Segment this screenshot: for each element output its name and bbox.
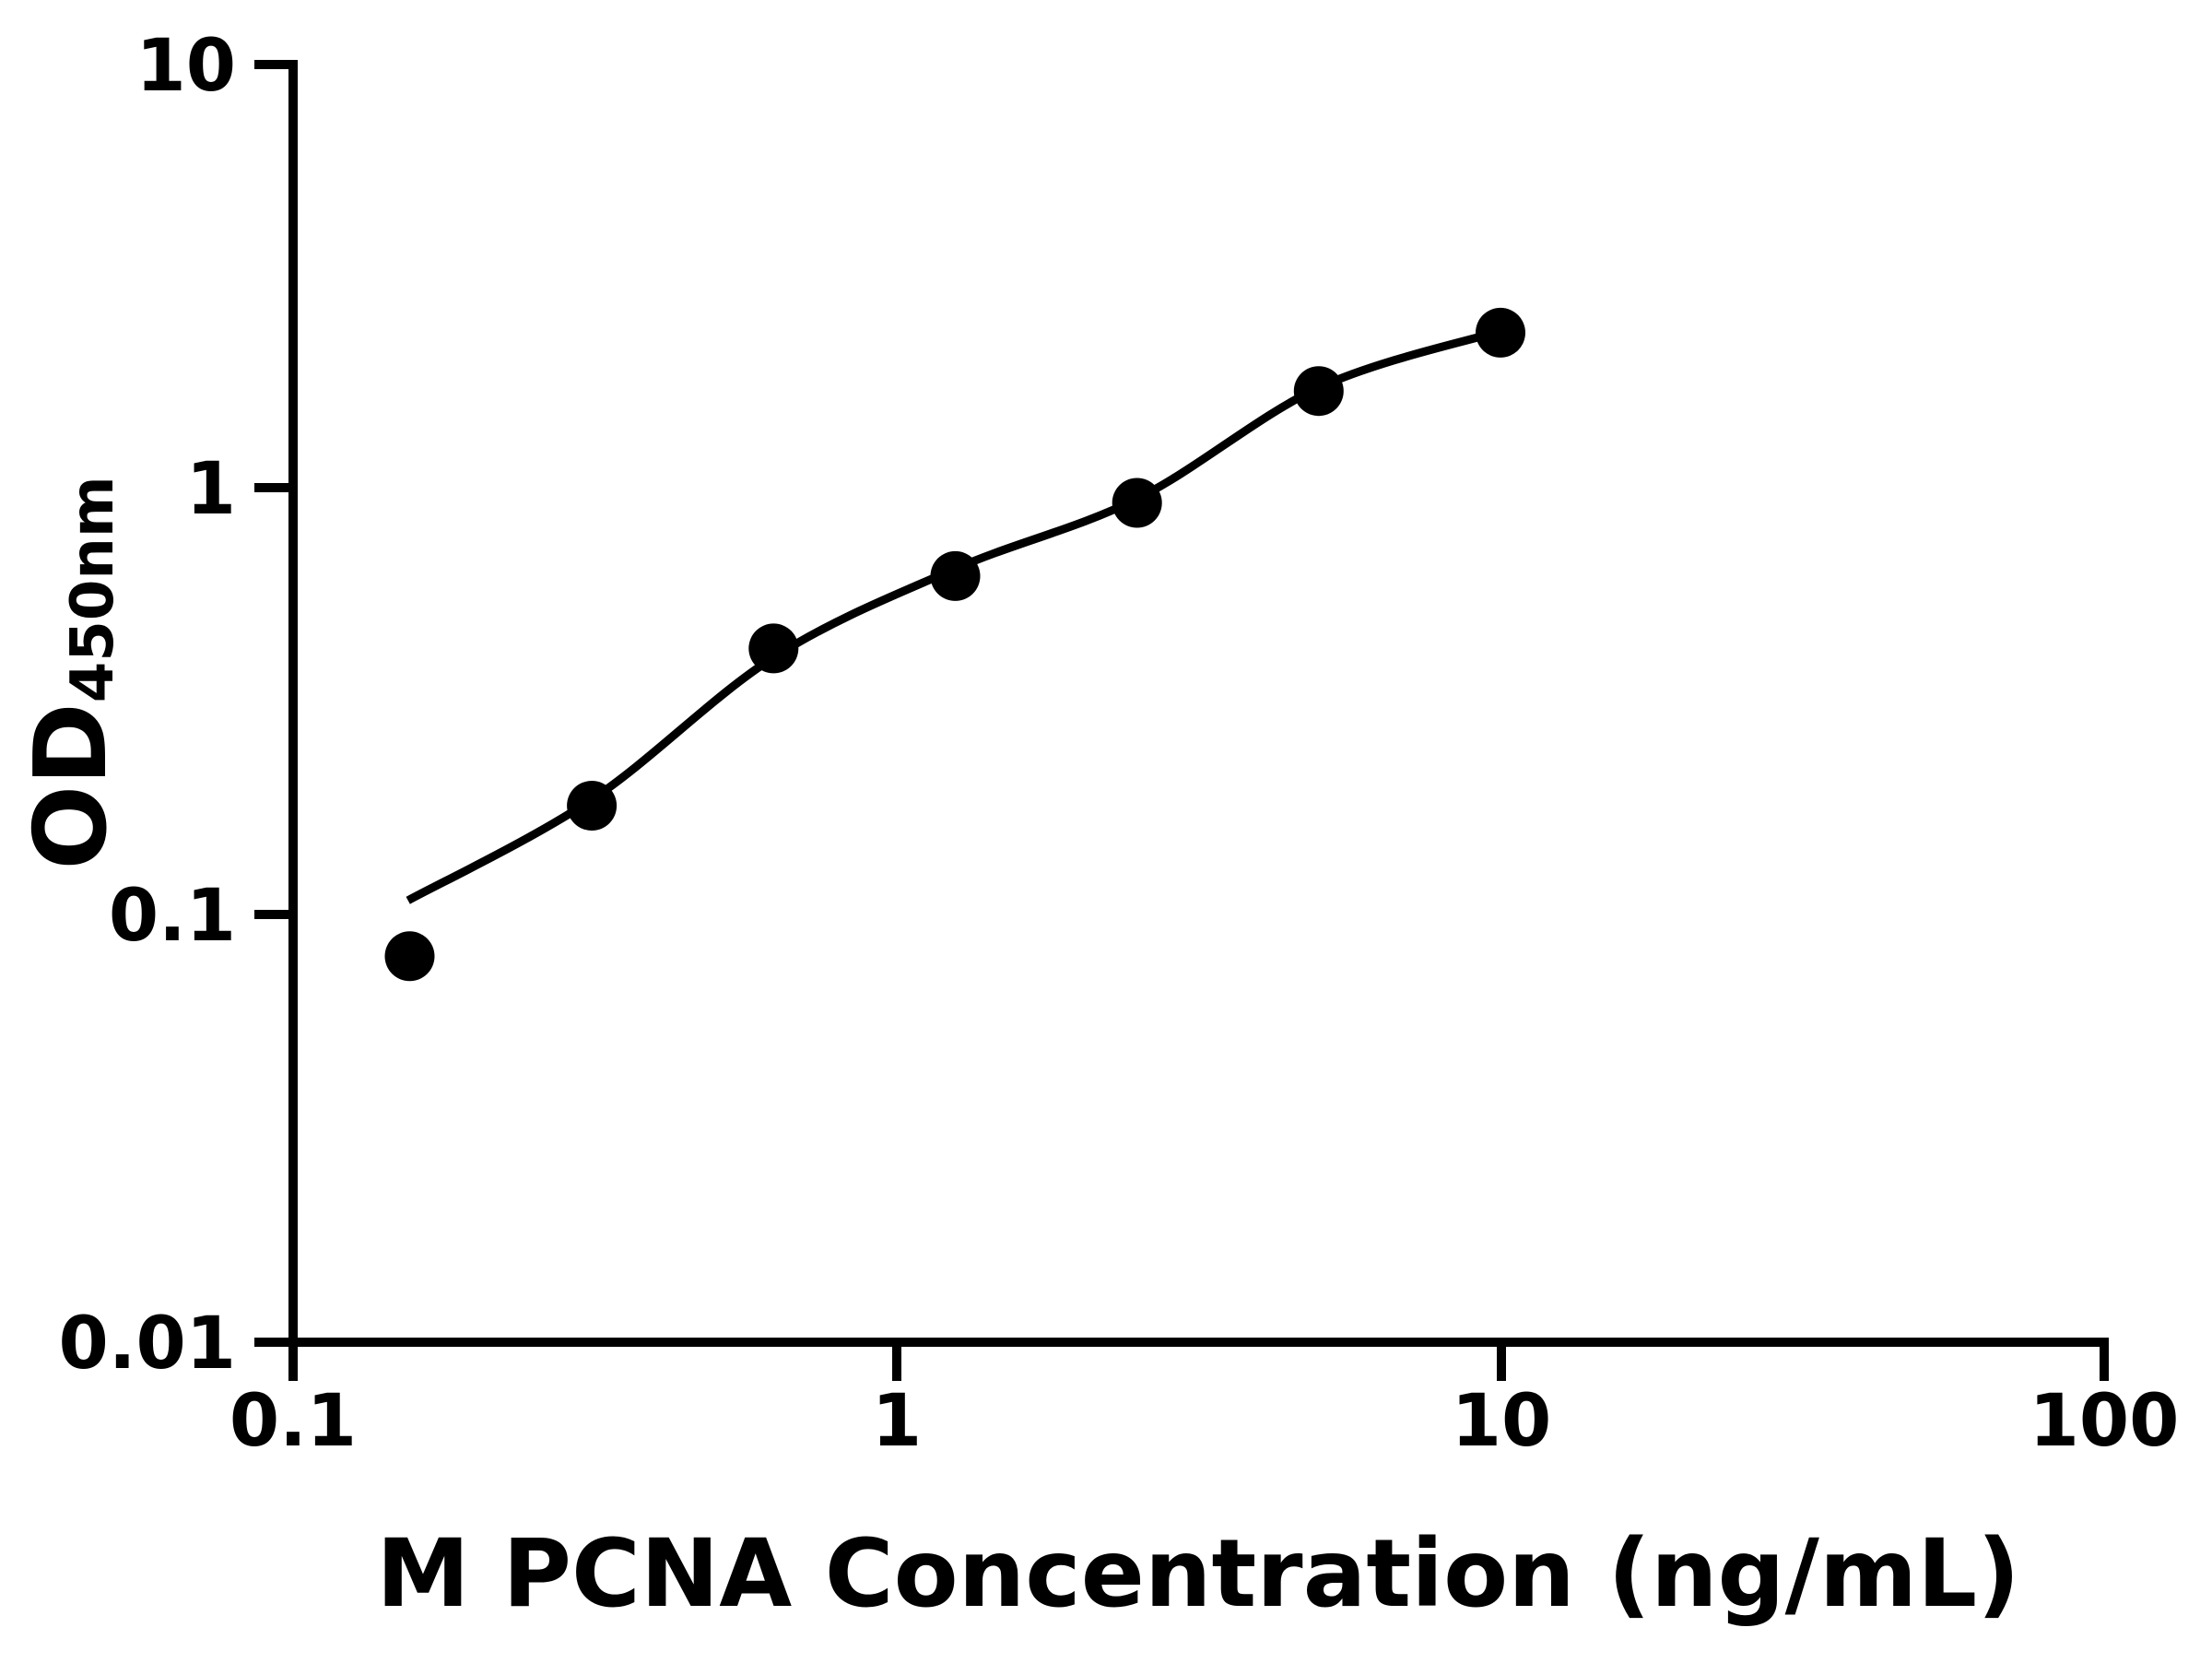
x-tick-labels: 0.1 1 10 100 — [229, 1380, 2180, 1463]
y-tick-label: 10 — [135, 25, 236, 108]
y-axis-title-subscript: 450nm — [59, 476, 127, 702]
y-tick-labels: 10 1 0.1 0.01 — [59, 25, 236, 1386]
data-point — [1112, 478, 1162, 528]
data-point — [930, 550, 981, 601]
x-tick-marks — [288, 1342, 2109, 1381]
y-tick-marks — [254, 60, 288, 1347]
x-axis-title: M PCNA Concentration (ng/mL) — [376, 1519, 2019, 1629]
x-tick-label: 100 — [2030, 1380, 2180, 1463]
y-tick-label: 0.1 — [109, 875, 236, 958]
x-tick-label: 0.1 — [229, 1380, 357, 1463]
y-tick-label: 0.01 — [59, 1303, 236, 1386]
data-point — [567, 781, 618, 831]
data-point — [1293, 366, 1344, 417]
data-point — [384, 931, 435, 982]
x-tick-label: 1 — [872, 1380, 922, 1463]
data-points — [384, 307, 1525, 982]
y-axis-title-main: OD — [14, 702, 129, 869]
x-tick-label: 10 — [1452, 1380, 1552, 1463]
data-point — [1476, 307, 1525, 358]
y-tick-label: 1 — [186, 448, 236, 531]
y-axis-title: OD450nm — [14, 476, 129, 869]
data-point — [748, 623, 799, 674]
